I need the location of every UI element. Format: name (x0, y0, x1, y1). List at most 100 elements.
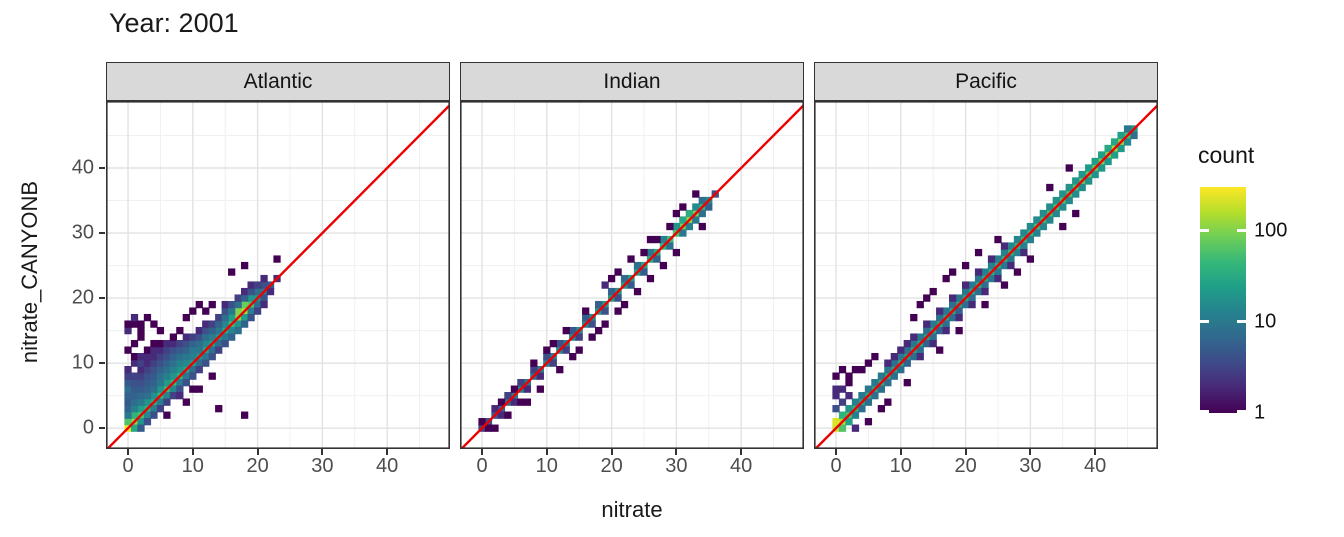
bin2d-cell (124, 392, 132, 400)
bin2d-cell (1078, 183, 1086, 192)
bin2d-cell (961, 287, 970, 296)
bin2d-cell (838, 424, 847, 432)
bin2d-cell (504, 411, 512, 419)
bin2d-cell (858, 366, 866, 374)
bin2d-cell (176, 366, 184, 374)
x-tick-label: 0 (476, 455, 488, 477)
bin2d-cell (124, 346, 132, 354)
bin2d-cell (936, 346, 944, 354)
bin2d-cell (832, 372, 840, 380)
bin2d-cell (156, 359, 165, 367)
bin2d-cell (1000, 261, 1009, 270)
bin2d-cell (903, 379, 911, 387)
bin2d-cell (851, 366, 860, 374)
panel-indian (460, 101, 804, 449)
bin2d-cell (137, 366, 145, 374)
bin2d-cell (627, 281, 635, 289)
bin2d-cell (234, 320, 242, 328)
y-tick-mark (99, 232, 105, 235)
bin2d-cell (549, 359, 557, 367)
bin2d-cell (169, 359, 178, 367)
y-axis-title: nitrate_CANYONB (17, 180, 42, 364)
bin2d-cell (523, 385, 532, 393)
bin2d-cell (536, 385, 544, 393)
bin2d-cell (143, 418, 152, 426)
bin2d-cell (182, 398, 190, 406)
y-tick-label: 30 (71, 221, 94, 244)
bin2d-cell (143, 398, 152, 406)
bin2d-cell (543, 346, 551, 354)
x-tick-mark (481, 449, 484, 455)
bin2d-cell (672, 209, 681, 218)
bin2d-cell (208, 320, 216, 328)
legend-title: count (1198, 142, 1255, 168)
bin2d-cell (137, 392, 145, 400)
bin2d-cell (176, 326, 184, 335)
bin2d-cell (877, 385, 886, 393)
bin2d-cell (530, 359, 538, 367)
bin2d-cell (510, 385, 519, 393)
bin2d-cell (562, 346, 570, 354)
bin2d-cell (685, 222, 693, 231)
bin2d-cell (124, 372, 132, 380)
bin2d-cell (1039, 209, 1047, 218)
bin2d-cell (955, 326, 963, 335)
bin2d-cell (890, 359, 898, 367)
x-tick-label: 10 (889, 455, 912, 477)
bin2d-cell (981, 281, 989, 289)
bin2d-cell (150, 352, 158, 361)
bin2d-cell (949, 294, 957, 302)
bin2d-cell (1052, 209, 1060, 218)
bin2d-cell (189, 366, 197, 374)
bin2d-cell (1072, 209, 1080, 218)
bin2d-cell (169, 392, 178, 400)
bin2d-cell (143, 379, 152, 387)
bin2d-cell (504, 392, 512, 400)
x-tick-label: 0 (122, 455, 134, 477)
bin2d-cell (961, 300, 970, 309)
bin2d-cell (137, 352, 145, 361)
legend-tick-label: 1 (1254, 401, 1266, 424)
bin2d-cell (266, 287, 275, 296)
plot-title: Year: 2001 (109, 8, 239, 38)
bin2d-cell (182, 372, 190, 380)
bin2d-cell (897, 366, 905, 374)
x-tick-mark (899, 449, 902, 455)
bin2d-cell (897, 352, 905, 361)
bin2d-cell (260, 281, 268, 289)
legend-colorbar-tick (1200, 410, 1209, 413)
bin2d-cell (143, 313, 152, 322)
bin2d-cell (137, 398, 145, 406)
bin2d-cell (163, 346, 171, 354)
x-tick-label: 20 (954, 455, 977, 477)
bin2d-cell (208, 346, 216, 354)
bin2d-cell (241, 313, 249, 322)
legend-colorbar-tick (1200, 229, 1209, 232)
bin2d-cell (845, 372, 853, 380)
y-tick-mark (99, 427, 105, 430)
bin2d-cell (588, 320, 596, 328)
bin2d-cell (182, 346, 190, 354)
bin2d-cell (851, 424, 860, 432)
bin2d-cell (1007, 255, 1015, 263)
bin2d-cell (156, 379, 165, 387)
bin2d-cell (890, 352, 898, 361)
bin2d-cell (851, 411, 860, 419)
x-tick-label: 0 (830, 455, 842, 477)
bin2d-cell (1091, 157, 1099, 166)
x-tick-label: 30 (311, 455, 334, 477)
facet-strip-indian: Indian (460, 62, 804, 101)
bin2d-cell (137, 424, 145, 432)
bin2d-cell (189, 352, 197, 361)
legend-colorbar-tick (1237, 229, 1246, 232)
bin2d-cell (273, 255, 281, 263)
bin2d-cell (150, 346, 158, 354)
bin2d-cell (949, 268, 957, 276)
x-tick-mark (675, 449, 678, 455)
bin2d-cell (679, 229, 687, 237)
bin2d-cell (163, 359, 171, 367)
bin2d-cell (845, 405, 853, 413)
legend-colorbar-tick (1200, 320, 1209, 324)
bin2d-cell (981, 300, 989, 309)
